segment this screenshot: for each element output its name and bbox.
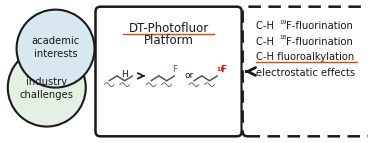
Text: F: F bbox=[220, 65, 226, 74]
Text: F: F bbox=[172, 65, 177, 74]
Text: electrostatic effects: electrostatic effects bbox=[256, 68, 355, 78]
Text: industry
challenges: industry challenges bbox=[20, 77, 74, 100]
FancyBboxPatch shape bbox=[243, 7, 371, 136]
Text: F-fluorination: F-fluorination bbox=[285, 37, 352, 47]
Text: 18: 18 bbox=[280, 35, 287, 40]
Text: C-H: C-H bbox=[256, 37, 277, 47]
Text: 19: 19 bbox=[280, 20, 287, 25]
Text: 18: 18 bbox=[216, 67, 225, 72]
Circle shape bbox=[17, 10, 94, 88]
Text: F-fluorination: F-fluorination bbox=[285, 21, 352, 31]
Text: H: H bbox=[121, 70, 128, 79]
Text: Platform: Platform bbox=[144, 34, 194, 47]
Text: DT-Photofluor: DT-Photofluor bbox=[129, 22, 209, 35]
FancyBboxPatch shape bbox=[96, 7, 242, 136]
Text: C-H fluoroalkylation: C-H fluoroalkylation bbox=[256, 52, 355, 62]
Text: academic
interests: academic interests bbox=[31, 36, 80, 59]
Circle shape bbox=[8, 49, 86, 127]
Text: C-H: C-H bbox=[256, 21, 277, 31]
Text: or: or bbox=[184, 71, 194, 80]
